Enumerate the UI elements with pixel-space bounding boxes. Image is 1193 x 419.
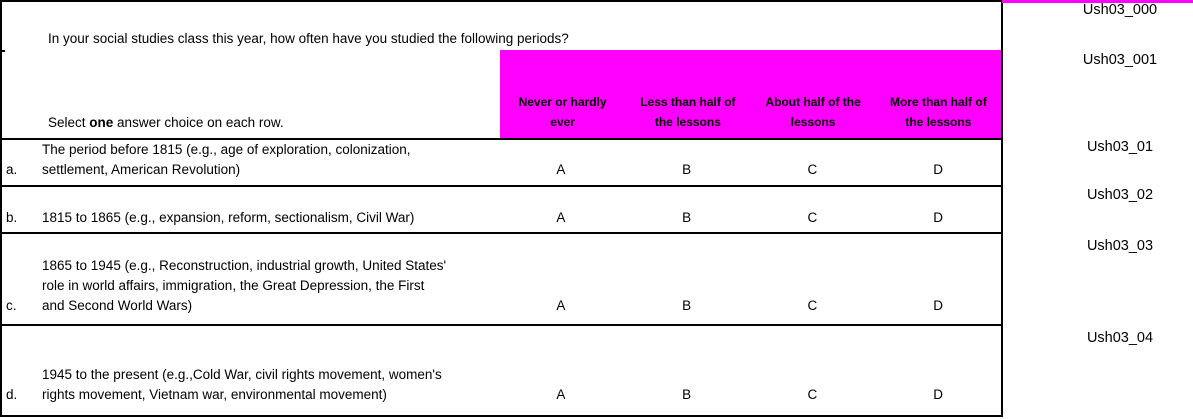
instruction-text: Select one answer choice on each row. [48,114,488,132]
table-row-c: c. 1865 to 1945 (e.g., Reconstruction, i… [0,234,1001,324]
divider-below-header [0,138,1003,140]
divider-below-row-a [0,185,1003,187]
row-letter: b. [6,210,18,225]
column-header-line: lessons [790,115,836,129]
header-row-tick [0,50,5,52]
column-header-line: the lessons [905,115,972,129]
table-row-b: b. 1815 to 1865 (e.g., expansion, reform… [0,187,1001,232]
answer-option-a[interactable]: A [556,387,566,402]
divider-below-row-b [0,232,1003,234]
row-stem: The period before 1815 (e.g., age of exp… [42,142,411,177]
column-header-line: Less than half of [640,95,736,109]
answer-option-c[interactable]: C [807,162,818,177]
column-header-never-or-hardly-ever: Never or hardly ever [500,92,625,132]
answer-option-d[interactable]: D [933,162,943,177]
table-row-a: a. The period before 1815 (e.g., age of … [0,140,1001,185]
column-header-line: the lessons [654,115,721,129]
answer-option-a[interactable]: A [556,298,566,313]
row-stem: 1865 to 1945 (e.g., Reconstruction, indu… [42,258,447,313]
row-letter: d. [6,387,18,402]
column-header-about-half: About half of the lessons [751,92,876,132]
answer-option-d[interactable]: D [933,387,943,402]
answer-option-a[interactable]: A [556,210,566,225]
row-letter: a. [6,162,18,177]
column-header-line: About half of the [765,95,861,109]
row-stem: 1815 to 1865 (e.g., expansion, reform, s… [42,210,415,225]
column-header-less-than-half: Less than half of the lessons [625,92,750,132]
variable-code: Ush03_03 [1086,238,1154,254]
variable-code: Ush03_000 [1082,2,1158,18]
answer-option-d[interactable]: D [933,298,943,313]
variable-code: Ush03_01 [1086,139,1154,155]
table-row-d: d. 1945 to the present (e.g.,Cold War, c… [0,326,1001,415]
table-border-bottom [0,415,1003,417]
instruction-suffix: answer choice on each row. [113,115,284,130]
answer-option-d[interactable]: D [933,210,943,225]
variable-code: Ush03_04 [1086,330,1154,346]
instruction-bold-word: one [89,115,114,130]
divider-below-row-c [0,324,1003,326]
answer-option-b[interactable]: B [682,387,692,402]
instruction-prefix: Select [48,115,90,130]
column-header-more-than-half: More than half of the lessons [876,92,1001,132]
header-accent-strip [1002,0,1193,3]
answer-option-b[interactable]: B [682,298,692,313]
table-border-left [0,0,2,417]
variable-code: Ush03_02 [1086,187,1154,203]
row-letter: c. [6,298,17,313]
column-header-line: ever [550,115,575,129]
question-text: In your social studies class this year, … [48,31,569,46]
column-header-line: More than half of [890,95,987,109]
answer-option-b[interactable]: B [682,210,692,225]
answer-choices-header: Never or hardly ever Less than half of t… [500,50,1001,138]
answer-option-c[interactable]: C [807,210,818,225]
answer-option-b[interactable]: B [682,162,692,177]
table-border-right [1001,0,1003,417]
row-stem: 1945 to the present (e.g.,Cold War, civi… [42,367,442,402]
answer-option-c[interactable]: C [807,387,818,402]
column-header-line: Never or hardly [518,95,607,109]
answer-option-a[interactable]: A [556,162,566,177]
answer-option-c[interactable]: C [807,298,818,313]
variable-code: Ush03_001 [1082,52,1158,68]
table-border-top [0,0,1003,2]
